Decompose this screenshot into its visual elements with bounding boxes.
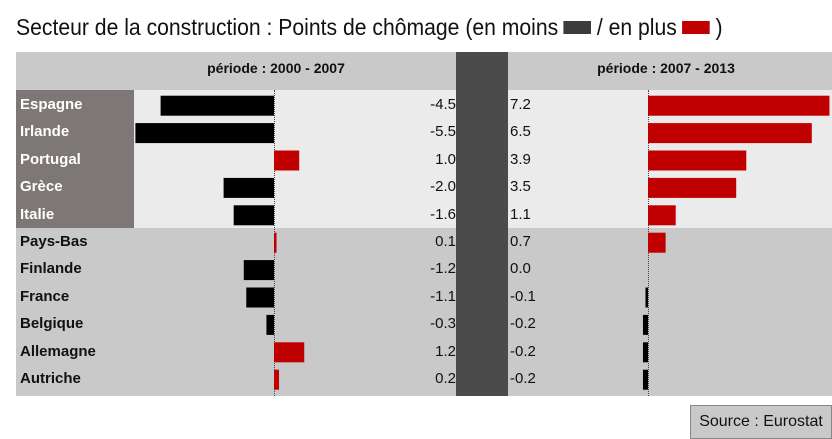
legend-swatch-plus [682, 20, 710, 34]
value-label: 0.7 [510, 233, 531, 250]
bar [274, 369, 280, 390]
value-label: 6.5 [510, 123, 531, 141]
header-period-2: période : 2007 - 2013 [597, 60, 735, 76]
bar [648, 95, 830, 116]
bar [642, 314, 648, 335]
highlight-country-band [16, 90, 134, 228]
value-label: 3.9 [510, 150, 531, 168]
header-period-1: période : 2000 - 2007 [207, 60, 345, 76]
chart-panel: période : 2000 - 2007 période : 2007 - 2… [16, 52, 832, 439]
country-label: Portugal [20, 150, 81, 168]
bar [648, 205, 676, 226]
bar [233, 205, 274, 226]
value-label: 0.0 [510, 260, 531, 278]
title-end: ) [715, 13, 723, 40]
value-label: -4.5 [430, 96, 456, 113]
bar [243, 260, 274, 281]
legend-swatch-minus [563, 20, 592, 34]
bar [274, 342, 305, 363]
bars-layer [135, 95, 830, 390]
country-label: Irlande [20, 123, 70, 141]
bar [648, 232, 666, 253]
value-label: -0.2 [510, 370, 536, 387]
country-label: Finlande [20, 260, 82, 278]
country-label: Espagne [20, 96, 83, 113]
bar [246, 287, 274, 308]
value-label: 0.2 [435, 370, 456, 387]
source-label: Source : Eurostat [690, 405, 832, 439]
value-label: -1.6 [430, 205, 456, 223]
country-label: Pays-Bas [20, 233, 88, 250]
value-label: -1.1 [430, 287, 456, 305]
value-label: 0.1 [435, 233, 456, 250]
bar [648, 123, 812, 144]
value-label: 1.2 [435, 342, 456, 360]
country-label: France [20, 287, 70, 305]
country-label: Grèce [20, 178, 63, 196]
bar [648, 177, 737, 198]
value-label: -1.2 [430, 260, 456, 278]
value-label: 1.0 [435, 150, 456, 168]
country-label: Autriche [20, 370, 81, 387]
value-label: -0.2 [510, 342, 536, 360]
value-label: 3.5 [510, 178, 531, 196]
bar [160, 95, 274, 116]
value-label: -0.3 [430, 315, 456, 333]
bar [223, 177, 274, 198]
bar [274, 150, 300, 171]
country-label: Allemagne [20, 342, 96, 360]
title-sep: / en plus [596, 13, 677, 40]
bar [274, 232, 277, 253]
value-label: 7.2 [510, 96, 531, 113]
chart-title: Secteur de la construction : Points de c… [16, 12, 723, 42]
panel-divider [456, 52, 508, 396]
country-label: Belgique [20, 315, 84, 333]
bar [266, 314, 274, 335]
value-label: -0.1 [510, 287, 536, 305]
value-label: 1.1 [510, 205, 531, 223]
value-label: -0.2 [510, 315, 536, 333]
bar [642, 342, 648, 363]
country-label: Italie [20, 205, 55, 223]
bar [135, 123, 274, 144]
bar [642, 369, 648, 390]
bar [648, 150, 747, 171]
value-label: -2.0 [430, 178, 456, 196]
title-main: Secteur de la construction : Points de c… [16, 13, 559, 40]
bar [645, 287, 648, 308]
value-label: -5.5 [430, 123, 456, 141]
